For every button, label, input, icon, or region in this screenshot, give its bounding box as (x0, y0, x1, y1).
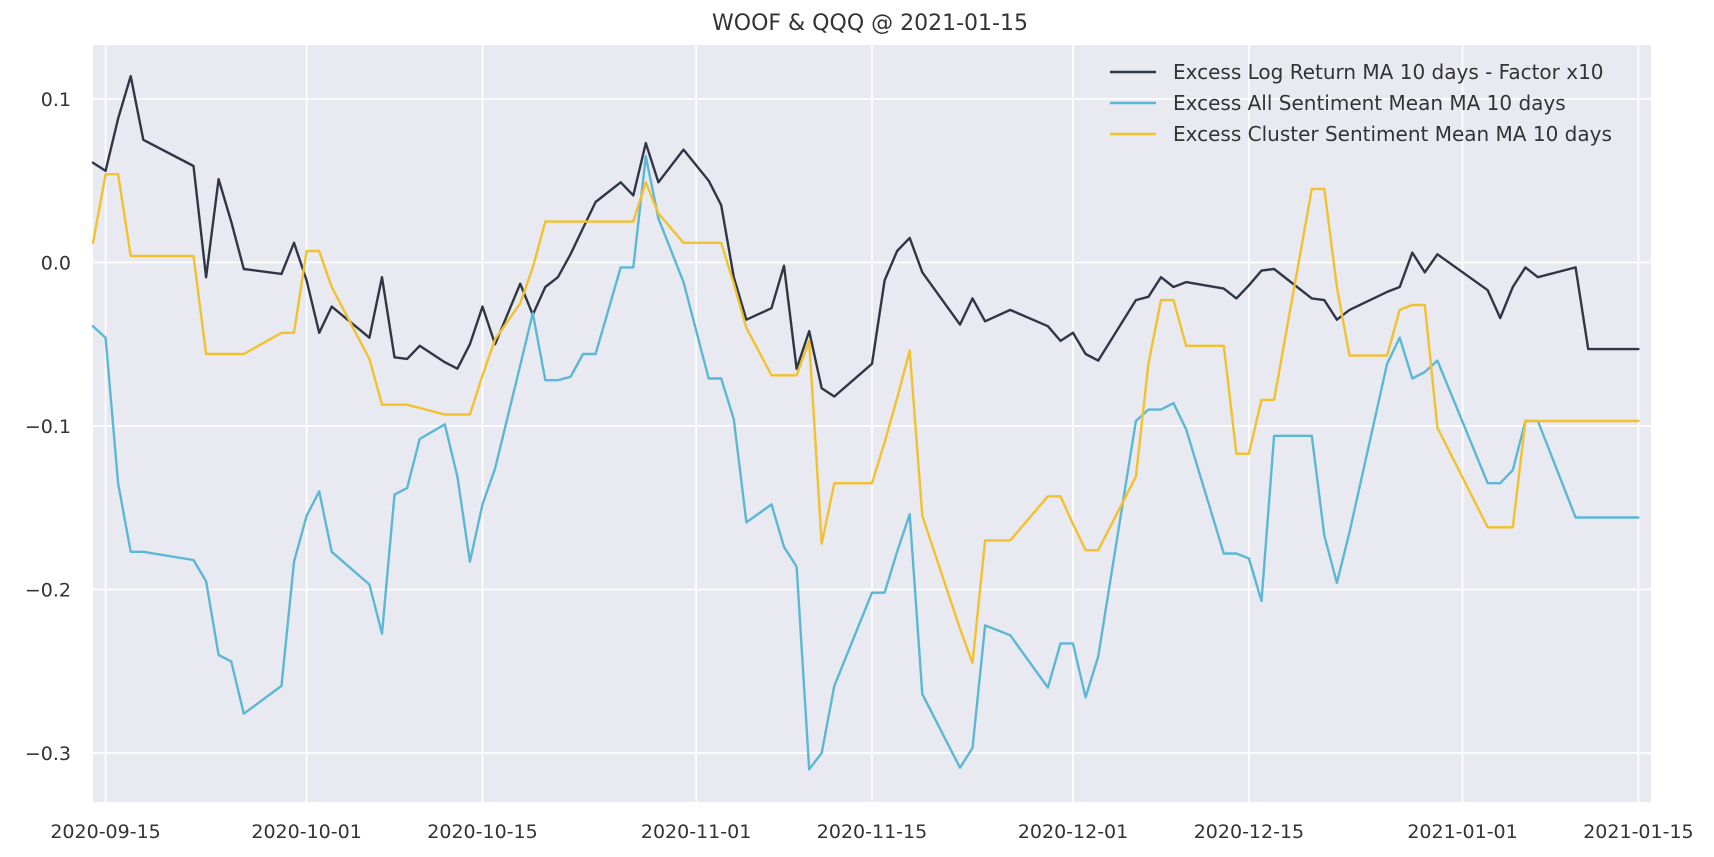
x-tick-label: 2020-10-15 (427, 821, 537, 843)
legend-label: Excess All Sentiment Mean MA 10 days (1173, 91, 1566, 115)
series-line-2 (91, 154, 1640, 771)
chart-title: WOOF & QQQ @ 2021-01-15 (712, 11, 1028, 36)
y-tick-label: 0.1 (41, 89, 71, 111)
x-tick-label: 2020-11-15 (817, 821, 927, 843)
axis-tick-labels: 0.1 0.0 −0.1 −0.2 −0.3 2020-09-15 2020-10-01 20… (25, 89, 1694, 843)
series-line-3 (91, 172, 1640, 665)
grid-lines (93, 45, 1651, 802)
legend: Excess Log Return MA 10 days - Factor x1… (1110, 60, 1612, 146)
x-tick-label: 2021-01-15 (1583, 821, 1693, 843)
y-tick-label: −0.2 (25, 579, 71, 601)
legend-label: Excess Cluster Sentiment Mean MA 10 days (1173, 122, 1612, 146)
x-tick-label: 2020-12-15 (1194, 821, 1304, 843)
series-line-1 (91, 74, 1640, 398)
x-tick-label: 2020-12-01 (1018, 821, 1128, 843)
x-tick-label: 2020-09-15 (50, 821, 160, 843)
x-tick-label: 2021-01-01 (1407, 821, 1517, 843)
legend-label: Excess Log Return MA 10 days - Factor x1… (1173, 60, 1604, 84)
y-tick-label: 0.0 (41, 252, 71, 274)
y-tick-label: −0.1 (25, 416, 71, 438)
x-tick-label: 2020-11-01 (641, 821, 751, 843)
x-tick-label: 2020-10-01 (251, 821, 361, 843)
series-lines (91, 74, 1640, 771)
y-tick-label: −0.3 (25, 743, 71, 765)
